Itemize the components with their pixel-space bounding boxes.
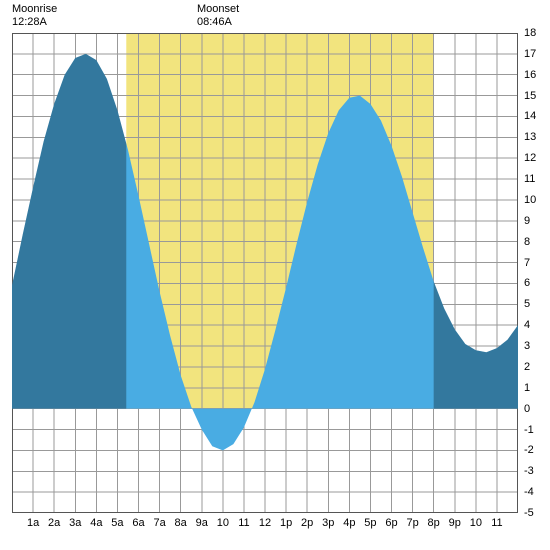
y-tick-label: 12 [524,152,536,164]
y-tick-label: 15 [524,90,536,102]
x-tick-label: 11 [238,517,249,529]
x-tick-label: 1p [280,517,292,529]
y-tick-label: 6 [524,277,530,289]
y-tick-label: 14 [524,110,536,122]
y-tick-label: -1 [524,424,534,436]
y-tick-label: 7 [524,257,530,269]
x-tick-label: 11 [491,517,502,529]
moonrise-block: Moonrise 12:28A [12,3,57,29]
moonset-time: 08:46A [197,16,239,29]
x-tick-label: 4a [90,517,102,529]
y-tick-label: 10 [524,194,536,206]
y-tick-label: -5 [524,507,534,519]
tide-chart: Moonrise 12:28A Moonset 08:46A -5 -4 -3 -2 -… [0,0,550,550]
x-tick-label: 1a [27,517,39,529]
x-tick-label: 7p [406,517,418,529]
y-tick-label: 1 [524,382,530,394]
y-tick-label: 8 [524,236,530,248]
y-tick-label: 5 [524,298,530,310]
moonrise-label: Moonrise [12,3,57,16]
x-tick-label: 6p [385,517,397,529]
y-tick-label: -4 [524,486,534,498]
x-tick-label: 2p [301,517,313,529]
y-tick-label: 9 [524,215,530,227]
x-tick-label: 3p [322,517,334,529]
y-tick-label: -3 [524,465,534,477]
x-tick-label: 6a [132,517,144,529]
chart-svg [12,33,518,513]
moonset-label: Moonset [197,3,239,16]
x-tick-label: 12 [259,517,271,529]
y-tick-label: 11 [524,173,535,185]
x-tick-label: 2a [48,517,60,529]
y-tick-label: 16 [524,69,536,81]
x-tick-label: 3a [69,517,81,529]
x-tick-label: 10 [217,517,229,529]
y-tick-label: 2 [524,361,530,373]
x-tick-label: 8a [175,517,187,529]
y-tick-label: 4 [524,319,530,331]
x-tick-label: 4p [343,517,355,529]
y-tick-label: 0 [524,403,530,415]
x-tick-label: 8p [428,517,440,529]
moonset-block: Moonset 08:46A [197,3,239,29]
x-tick-label: 5a [111,517,123,529]
x-tick-label: 10 [470,517,482,529]
x-tick-label: 9a [196,517,208,529]
y-tick-label: 17 [524,48,536,60]
x-tick-label: 7a [153,517,165,529]
y-tick-label: 3 [524,340,530,352]
x-tick-label: 9p [449,517,461,529]
y-tick-label: 18 [524,27,536,39]
moonrise-time: 12:28A [12,16,57,29]
x-tick-label: 5p [364,517,376,529]
y-tick-label: 13 [524,131,536,143]
y-tick-label: -2 [524,444,534,456]
